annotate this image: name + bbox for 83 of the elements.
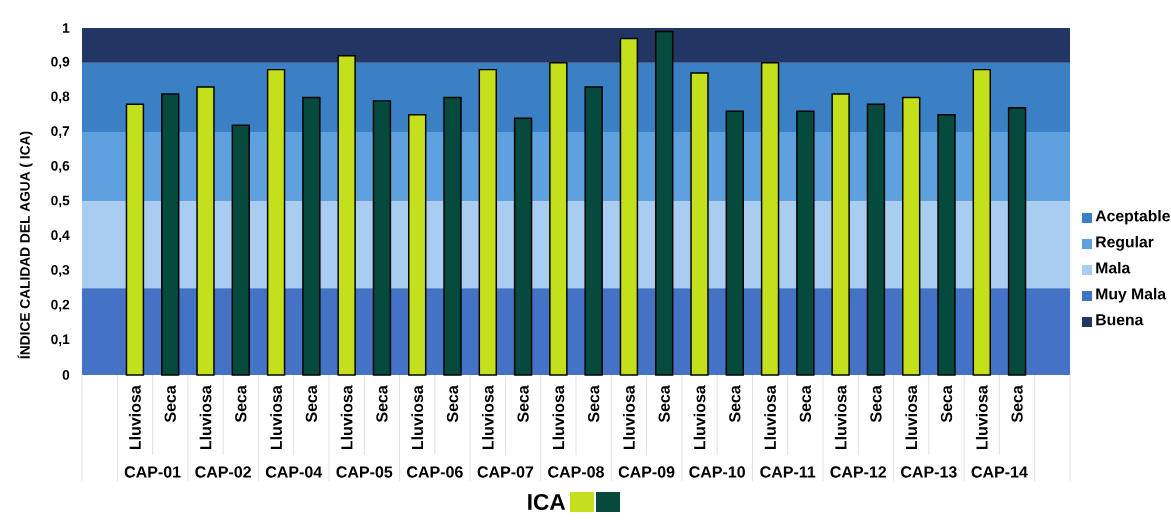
legend-label: Aceptable: [1095, 209, 1170, 225]
text: Lluviosa: [905, 385, 918, 450]
text: Lluviosa: [129, 385, 141, 450]
bar: [337, 55, 356, 376]
bar: [266, 68, 286, 376]
bar: [372, 100, 392, 376]
text: Seca: [446, 385, 459, 423]
x-tick-label: CAP-07: [477, 466, 534, 478]
x-tick-label: CAP-10: [689, 466, 745, 478]
text: Seca: [235, 385, 247, 423]
bar: [584, 86, 603, 376]
text: Lluviosa: [199, 385, 212, 450]
bar: [443, 96, 462, 376]
y-tick-label: 0,3: [51, 265, 70, 277]
x-tick-label: CAP-08: [548, 466, 604, 478]
text: Seca: [164, 385, 176, 423]
text: Lluviosa: [623, 385, 635, 450]
text: Seca: [1011, 385, 1023, 423]
legend-label: Buena: [1096, 314, 1144, 326]
text: Seca: [729, 385, 741, 423]
band-label: Muy Mala: [1096, 287, 1167, 303]
bar: [937, 114, 956, 376]
text: Lluviosa: [693, 385, 706, 450]
y-tick-label: 0,6: [51, 160, 70, 173]
x-tick-label: CAP-12: [830, 466, 887, 478]
y-tick-label: 1: [62, 23, 70, 33]
x-tick-label: CAP-01: [124, 466, 181, 478]
bar: [302, 96, 321, 376]
bar: [690, 72, 709, 376]
bar: [161, 93, 180, 376]
x-tick-label: CAP-14: [971, 466, 1028, 478]
y-tick-label: 0,8: [51, 91, 70, 104]
text: Lluviosa: [552, 385, 565, 450]
bar: [408, 114, 427, 376]
text: Lluviosa: [411, 385, 424, 450]
bar: [902, 96, 921, 376]
text: Seca: [940, 385, 953, 423]
y-tick-label: 0,2: [51, 299, 70, 312]
x-tick-label: CAP-05: [336, 466, 393, 478]
y-axis-title: ÍNDICE CALIDAD DEL AGUA ( ICA): [17, 131, 33, 359]
bar: [549, 61, 568, 376]
legend-title: ICA: [528, 493, 566, 511]
bar: [796, 110, 815, 376]
text: Seca: [305, 385, 318, 423]
bar: [231, 124, 251, 376]
bar: [1007, 107, 1027, 376]
legend-label: Regular: [1096, 235, 1154, 251]
text: Seca: [587, 385, 600, 423]
x-tick-label: CAP-13: [901, 466, 957, 478]
x-tick-label: CAP-06: [407, 466, 463, 478]
text: Seca: [870, 385, 882, 423]
y-tick-label: 0,7: [51, 126, 70, 138]
bar: [478, 68, 497, 376]
x-tick-label: CAP-02: [195, 466, 251, 478]
bar: [513, 117, 533, 376]
x-tick-label: CAP-11: [760, 466, 816, 478]
text: Lluviosa: [834, 385, 847, 450]
bar: [725, 110, 744, 376]
y-tick-label: 0,5: [51, 195, 70, 208]
text: Seca: [517, 385, 529, 423]
text: Seca: [658, 385, 670, 423]
band-label: Mala: [1096, 261, 1131, 274]
bar: [619, 37, 639, 376]
y-tick-label: 0,1: [51, 334, 70, 347]
y-tick-label: 0: [62, 370, 70, 380]
x-tick-label: CAP-04: [265, 466, 323, 478]
bar: [972, 68, 991, 376]
y-tick-label: 0,4: [51, 230, 70, 243]
text: Seca: [376, 385, 388, 423]
bar: [866, 103, 886, 376]
bar: [831, 93, 850, 376]
text: Seca: [799, 385, 812, 423]
bar: [125, 103, 145, 376]
text: Lluviosa: [975, 385, 988, 450]
bar: [655, 30, 674, 376]
bar: [760, 61, 780, 376]
bar: [196, 86, 215, 376]
y-tick-label: 0,9: [51, 56, 70, 69]
text: Lluviosa: [270, 385, 282, 450]
text: Lluviosa: [764, 385, 776, 450]
x-tick-label: CAP-09: [618, 466, 675, 478]
text: Lluviosa: [481, 385, 494, 450]
text: Lluviosa: [340, 385, 353, 450]
